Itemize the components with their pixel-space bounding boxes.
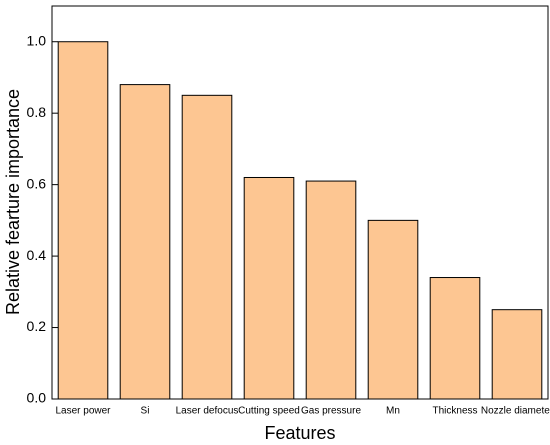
bar — [57, 41, 109, 400]
y-tick-label: 1.0 — [27, 32, 47, 48]
y-tick-label: 0.4 — [27, 247, 47, 263]
x-tick-label: Cutting speed — [238, 406, 300, 417]
bar — [119, 84, 171, 400]
x-tick-label: Gas pressure — [301, 406, 361, 417]
bar — [367, 219, 419, 400]
y-tick-label: 0.2 — [27, 318, 47, 334]
x-tick-label: Nozzle diameter — [481, 406, 550, 417]
x-tick-label: Mn — [386, 406, 400, 417]
y-tick-label: 0.0 — [27, 390, 47, 406]
bar — [491, 309, 543, 400]
bar — [429, 277, 481, 400]
bar — [305, 180, 357, 400]
y-tick-label: 0.8 — [27, 104, 47, 120]
bar — [243, 176, 295, 400]
x-axis-title: Features — [264, 423, 335, 443]
x-tick-label: Thickness — [432, 406, 477, 417]
x-tick-label: Laser power — [55, 406, 111, 417]
y-axis-title: Relative fearture importance — [3, 89, 23, 315]
plot-frame — [51, 5, 549, 400]
bar — [181, 94, 233, 400]
x-tick-label: Si — [141, 406, 150, 417]
x-tick-label: Laser defocus — [176, 406, 239, 417]
y-tick-label: 0.6 — [27, 175, 47, 191]
